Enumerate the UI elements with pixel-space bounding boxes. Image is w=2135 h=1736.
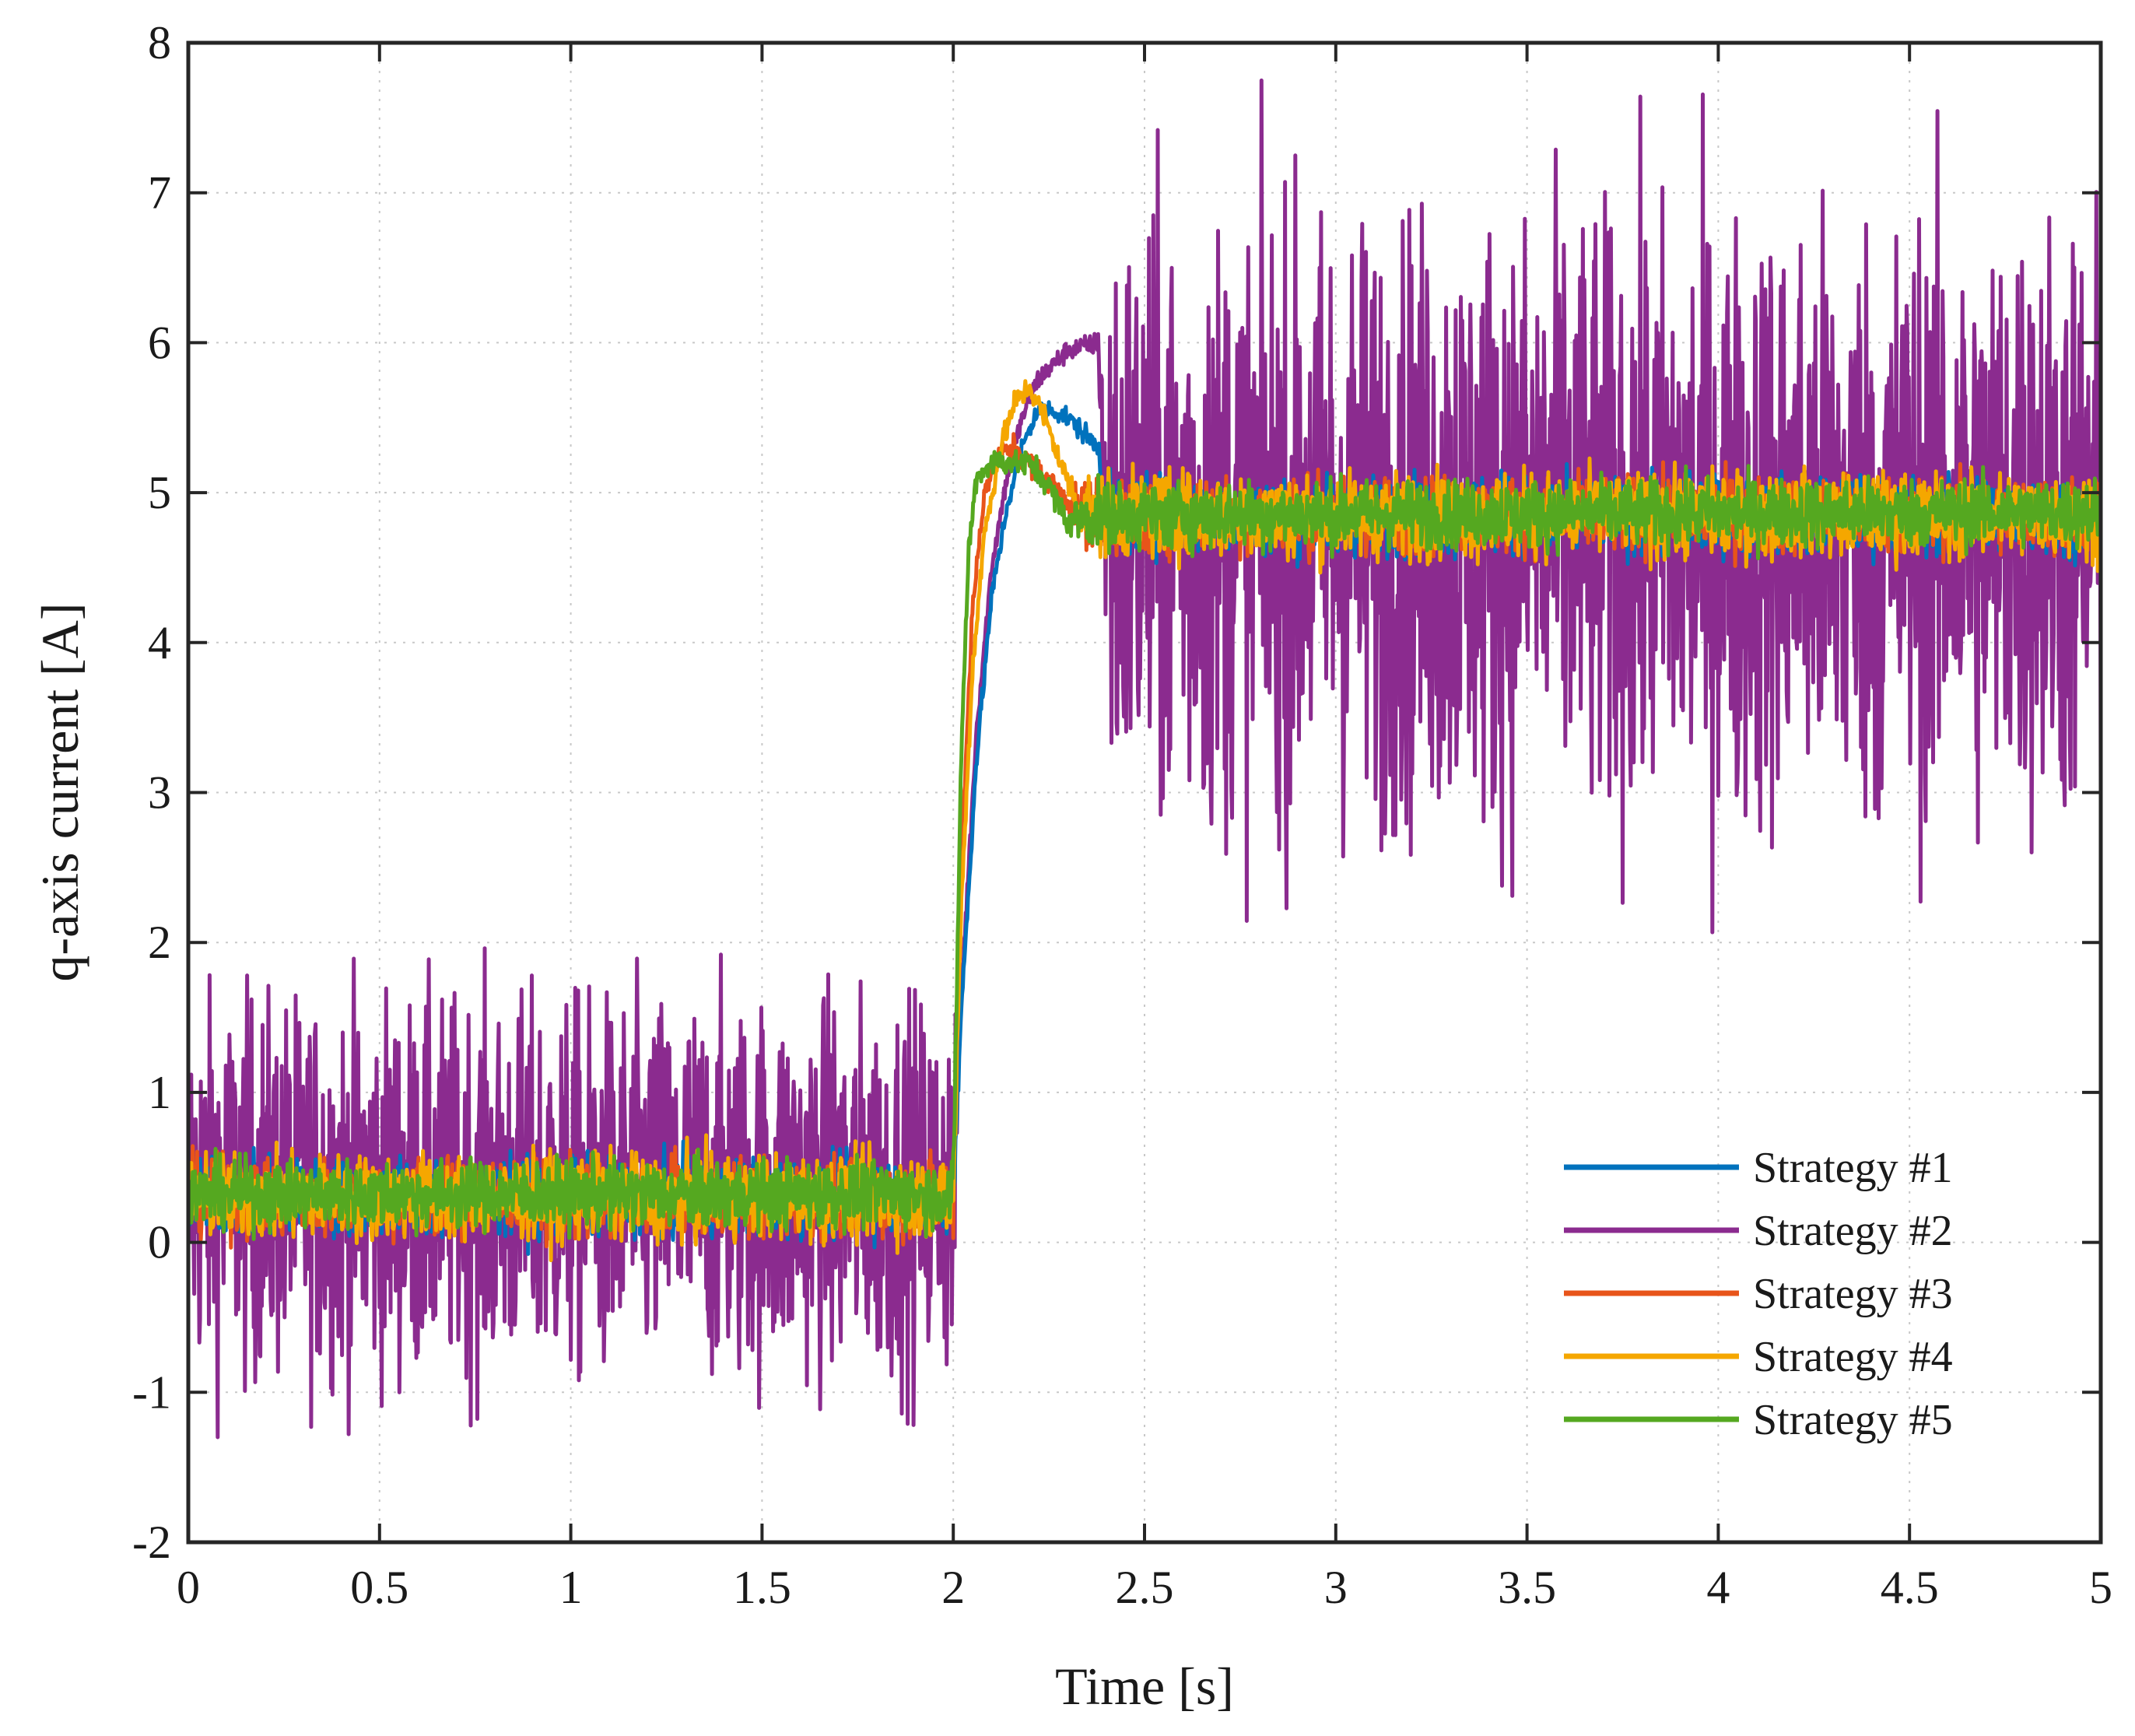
x-tick-label: 5 (2089, 1562, 2112, 1613)
x-tick-label: 0 (177, 1562, 200, 1613)
y-tick-label: 4 (148, 617, 171, 668)
x-tick-label: 4.5 (1881, 1562, 1939, 1613)
x-tick-label: 4 (1706, 1562, 1730, 1613)
y-tick-label: 6 (148, 317, 171, 368)
legend-label: Strategy #5 (1753, 1396, 1953, 1444)
series-line-strategy-5 (186, 449, 2102, 1241)
y-tick-label: 8 (148, 17, 171, 68)
y-tick-label: 3 (148, 767, 171, 819)
series-lines (186, 78, 2103, 1440)
legend-label: Strategy #3 (1753, 1270, 1953, 1318)
x-tick-label: 3 (1324, 1562, 1348, 1613)
legend-label: Strategy #2 (1753, 1207, 1953, 1255)
y-tick-label: 7 (148, 167, 171, 219)
y-tick-labels: -2 -1 0 1 2 3 4 5 6 7 8 (132, 17, 171, 1568)
legend-label: Strategy #1 (1753, 1144, 1953, 1192)
x-tick-label: 3.5 (1498, 1562, 1556, 1613)
y-tick-label: -2 (132, 1517, 171, 1568)
y-tick-label: 0 (148, 1217, 171, 1268)
y-tick-label: 2 (148, 917, 171, 968)
y-tick-label: -1 (132, 1366, 171, 1418)
legend: Strategy #1 Strategy #2 Strategy #3 Strateg… (1564, 1144, 1953, 1444)
axis-ticks (187, 41, 2102, 1544)
x-tick-label: 2 (941, 1562, 965, 1613)
x-tick-label: 0.5 (350, 1562, 408, 1613)
y-tick-label: 5 (148, 467, 171, 518)
legend-label: Strategy #4 (1753, 1333, 1953, 1381)
x-axis-label: Time [s] (1055, 1657, 1234, 1716)
x-tick-labels: 0 0.5 1 1.5 2 2.5 3 3.5 4 4.5 5 (177, 1562, 2112, 1613)
y-axis-label: q-axis current [A] (30, 602, 89, 981)
x-tick-label: 1 (559, 1562, 583, 1613)
y-tick-label: 1 (148, 1067, 171, 1118)
x-tick-label: 1.5 (733, 1562, 791, 1613)
x-tick-label: 2.5 (1116, 1562, 1174, 1613)
